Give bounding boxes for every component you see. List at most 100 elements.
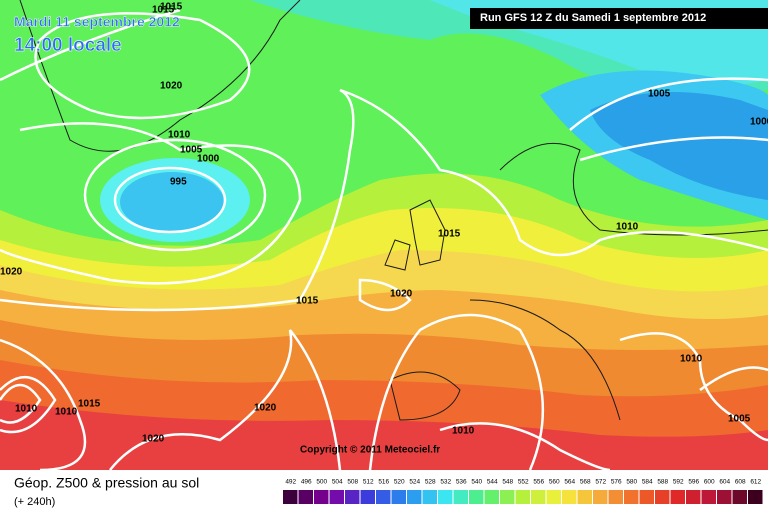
legend-swatch [500, 490, 515, 504]
time: 14:00 locale [14, 35, 122, 56]
band [590, 92, 768, 200]
legend-swatch [360, 490, 375, 504]
legend-swatch [701, 490, 716, 504]
legend-swatch [593, 490, 608, 504]
legend-swatch [407, 490, 422, 504]
legend-label: 524 [409, 479, 420, 486]
legend-swatch [314, 490, 329, 504]
isobar-label: 1000 [750, 117, 768, 128]
legend-label: 560 [549, 479, 560, 486]
isobar-label: 1015 [152, 5, 175, 16]
legend-swatch [453, 490, 468, 504]
legend-swatch [438, 490, 453, 504]
legend-swatch [562, 490, 577, 504]
legend-label: 516 [378, 479, 389, 486]
legend-label: 504 [332, 479, 343, 486]
isobar-label: 1010 [452, 426, 475, 437]
footer-title: Géop. Z500 & pression au sol [14, 475, 199, 491]
legend-label: 576 [611, 479, 622, 486]
legend-swatch [546, 490, 561, 504]
legend-swatch [655, 490, 670, 504]
legend-label: 508 [347, 479, 358, 486]
band [0, 400, 768, 470]
legend-swatch [469, 490, 484, 504]
legend-swatch [686, 490, 701, 504]
legend-swatch [577, 490, 592, 504]
legend: 492 496 500 504 508 512 516 520 524 528 532 536 540 5… [283, 479, 763, 504]
legend-label: 564 [564, 479, 575, 486]
isobar [34, 12, 251, 120]
legend-label: 592 [673, 479, 684, 486]
legend-swatch [639, 490, 654, 504]
legend-swatch [624, 490, 639, 504]
legend-swatch [345, 490, 360, 504]
legend-label: 584 [642, 479, 653, 486]
legend-swatch [515, 490, 530, 504]
isobar [569, 77, 768, 162]
date: Mardi 11 septembre 2012 [14, 14, 180, 30]
copyright: Copyright © 2011 Meteociel.fr [300, 445, 440, 456]
legend-label: 568 [580, 479, 591, 486]
isobar-labels: 1015 1020 1010 1005 1000 995 1015 1020 1015 1005 1… [0, 2, 768, 445]
legend-label: 596 [688, 479, 699, 486]
legend-swatch [329, 490, 344, 504]
isobar-label: 1020 [0, 267, 23, 278]
isobar [113, 166, 227, 234]
isobar-label: 1020 [390, 289, 413, 300]
run: Run GFS 12 Z du Samedi 1 septembre 2012 [480, 12, 706, 24]
legend-label: 600 [704, 479, 715, 486]
isobar [0, 8, 302, 285]
legend-swatch [608, 490, 623, 504]
legend-swatch [670, 490, 685, 504]
legend-label: 604 [719, 479, 730, 486]
legend-swatch [391, 490, 406, 504]
isobar [368, 313, 611, 472]
isobar [358, 278, 412, 312]
legend-swatch [376, 490, 391, 504]
isobar-label: 1005 [648, 89, 671, 100]
band [120, 172, 224, 232]
isobar-label: 1010 [680, 354, 703, 365]
run-box [470, 8, 768, 29]
legend-label: 536 [456, 479, 467, 486]
isobar [0, 375, 57, 434]
legend-label: 520 [394, 479, 405, 486]
legend-label: 608 [735, 479, 746, 486]
isobar-label: 1010 [15, 404, 38, 415]
legend-label: 512 [363, 479, 374, 486]
legend-label: 528 [425, 479, 436, 486]
footer-lead: (+ 240h) [14, 496, 55, 508]
isobar-label: 1015 [438, 229, 461, 240]
isobar [0, 329, 342, 472]
legend-label: 588 [657, 479, 668, 486]
legend-label: 492 [285, 479, 296, 486]
geopotential-field [0, 0, 768, 471]
legend-swatch [422, 490, 437, 504]
legend-label: 580 [626, 479, 637, 486]
legend-label: 496 [301, 479, 312, 486]
legend-swatch [283, 490, 298, 504]
isobar [619, 332, 768, 442]
isobar-label: 1010 [168, 130, 191, 141]
legend-swatch [732, 490, 747, 504]
legend-label: 556 [533, 479, 544, 486]
legend-label: 540 [471, 479, 482, 486]
isobar-label: 1020 [142, 434, 165, 445]
legend-label: 544 [487, 479, 498, 486]
isobar-label: 1005 [180, 145, 203, 156]
isobar-label: 1015 [160, 2, 183, 13]
legend-label: 572 [595, 479, 606, 486]
isobar [0, 88, 768, 312]
legend-label: 552 [518, 479, 529, 486]
legend-swatch [717, 490, 732, 504]
legend-label: 500 [316, 479, 327, 486]
isobar-label: 1005 [728, 414, 751, 425]
coastline [384, 199, 446, 271]
isobar-label: 995 [170, 177, 187, 188]
isobar-label: 1010 [616, 222, 639, 233]
legend-label: 532 [440, 479, 451, 486]
legend-swatch [748, 490, 763, 504]
legend-label: 612 [750, 479, 761, 486]
isobar-label: 1015 [296, 296, 319, 307]
